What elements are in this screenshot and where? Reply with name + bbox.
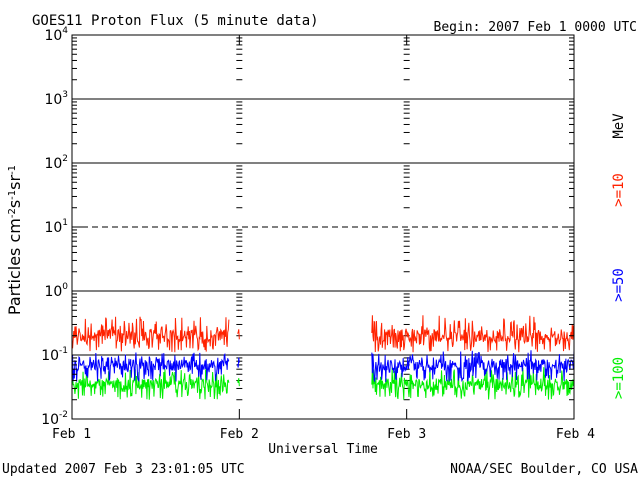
series-1-segment-0: [71, 352, 230, 383]
x-tick-label-1: Feb 2: [220, 427, 259, 442]
grid-layer: [72, 35, 574, 419]
updated-timestamp: Updated 2007 Feb 3 23:01:05 UTC: [2, 462, 245, 477]
series-2-segment-0: [71, 369, 230, 400]
x-tick-label-3: Feb 4: [556, 427, 595, 442]
series-1-segment-1: [237, 357, 240, 368]
chart-title: GOES11 Proton Flux (5 minute data): [32, 13, 319, 29]
x-axis-title: Universal Time: [268, 442, 378, 457]
y-tick-label-5: 103: [44, 90, 68, 108]
y-tick-label-1: 10-1: [41, 346, 68, 364]
y-axis-title: Particles cm-2s-1sr-1: [5, 165, 24, 315]
series-0-segment-1: [237, 329, 240, 340]
series-0-segment-0: [71, 316, 230, 353]
y-tick-label-6: 104: [44, 26, 68, 44]
legend-ge10: >=10: [611, 173, 627, 207]
legend-ge100: >=100: [611, 357, 627, 399]
begin-time-label: Begin: 2007 Feb 1 0000 UTC: [434, 20, 638, 35]
series-0-segment-2: [371, 315, 575, 353]
x-tick-label-2: Feb 3: [387, 427, 426, 442]
y-tick-label-0: 10-2: [41, 410, 68, 428]
series-1-segment-2: [371, 350, 575, 383]
y-tick-label-2: 100: [44, 282, 68, 300]
y-tick-label-3: 101: [44, 218, 68, 236]
data-layer: [71, 315, 575, 400]
series-2-segment-1: [237, 378, 240, 387]
series-2-segment-2: [371, 367, 575, 400]
y-tick-label-4: 102: [44, 154, 68, 172]
credit-label: NOAA/SEC Boulder, CO USA: [450, 462, 638, 477]
legend-ge50: >=50: [611, 268, 627, 302]
label-layer: 10-2 10-1 100 101 102 103 104 Feb 1 Feb 2 Feb 3 Fe…: [41, 26, 595, 442]
x-tick-label-0: Feb 1: [52, 427, 91, 442]
tick-layer: [72, 34, 574, 420]
day-boundary-ticks-2: [403, 35, 410, 419]
legend-unit: MeV: [611, 113, 627, 139]
